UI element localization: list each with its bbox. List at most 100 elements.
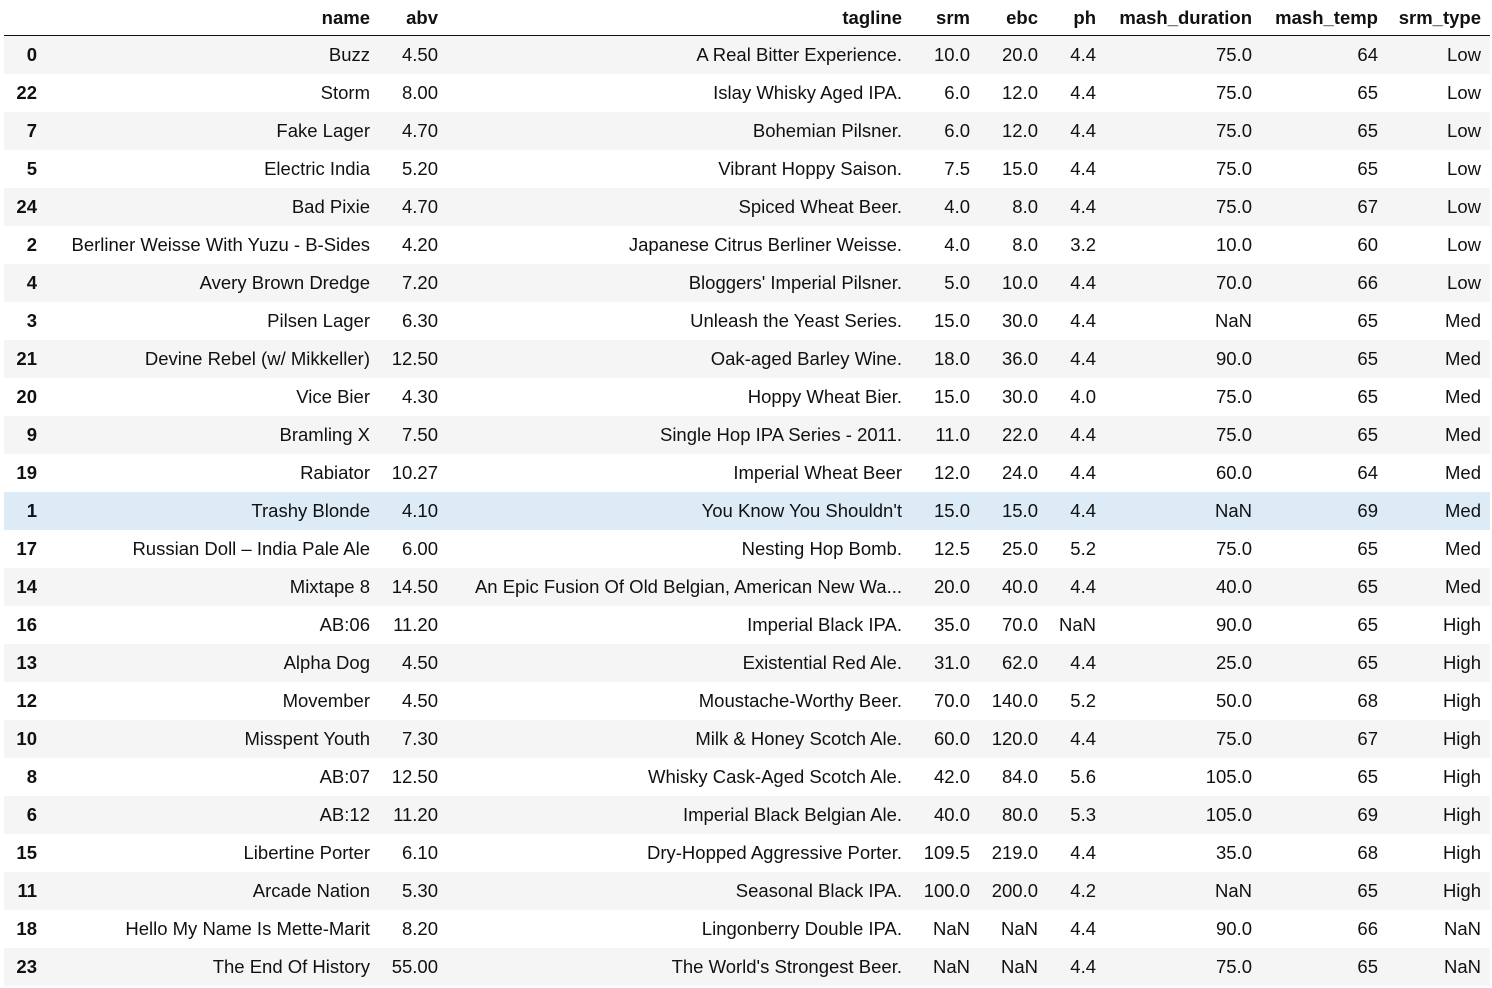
table-row[interactable]: 4 Avery Brown Dredge 7.20 Bloggers' Imperia… — [4, 264, 1490, 302]
cell-mash-duration: 40.0 — [1215, 576, 1252, 597]
cell-tagline: Seasonal Black IPA. — [735, 880, 902, 901]
cell-abv: 5.20 — [401, 158, 438, 179]
cell-mash-temp: 68 — [1357, 690, 1378, 711]
table-row[interactable]: 19 Rabiator 10.27 Imperial Wheat Beer 12.0 24… — [4, 454, 1490, 492]
cell-ebc: 22.0 — [1001, 424, 1038, 445]
table-row[interactable]: 14 Mixtape 8 14.50 An Epic Fusion Of Old Be… — [4, 568, 1490, 606]
cell-srm-type: High — [1442, 690, 1481, 711]
cell-srm-type: NaN — [1443, 918, 1481, 939]
cell-tagline: Unleash the Yeast Series. — [690, 310, 902, 331]
cell-ph: NaN — [1058, 614, 1096, 635]
row-index: 3 — [26, 310, 37, 331]
cell-ebc: NaN — [1000, 956, 1038, 977]
cell-tagline: Whisky Cask-Aged Scotch Ale. — [648, 766, 902, 787]
cell-ph: 4.4 — [1070, 462, 1096, 483]
row-index: 17 — [16, 538, 37, 559]
cell-mash-duration: 75.0 — [1215, 120, 1252, 141]
row-index: 2 — [26, 234, 37, 255]
cell-srm: 4.0 — [944, 196, 970, 217]
cell-name: Bramling X — [279, 424, 370, 445]
cell-name: Devine Rebel (w/ Mikkeller) — [144, 348, 370, 369]
cell-abv: 7.50 — [401, 424, 438, 445]
column-header-ph: ph — [1047, 0, 1105, 36]
cell-abv: 10.27 — [391, 462, 438, 483]
table-row[interactable]: 11 Arcade Nation 5.30 Seasonal Black IPA. 10… — [4, 872, 1490, 910]
cell-ebc: 40.0 — [1001, 576, 1038, 597]
table-row[interactable]: 3 Pilsen Lager 6.30 Unleash the Yeast Serie… — [4, 302, 1490, 340]
table-row[interactable]: 23 The End Of History 55.00 The World's Str… — [4, 948, 1490, 986]
table-row[interactable]: 16 AB:06 11.20 Imperial Black IPA. 35.0 70.0 N… — [4, 606, 1490, 644]
table-row[interactable]: 24 Bad Pixie 4.70 Spiced Wheat Beer. 4.0 8.0 4… — [4, 188, 1490, 226]
cell-mash-duration: 25.0 — [1215, 652, 1252, 673]
table-row[interactable]: 6 AB:12 11.20 Imperial Black Belgian Ale. 40… — [4, 796, 1490, 834]
cell-mash-temp: 69 — [1357, 804, 1378, 825]
cell-mash-duration: 75.0 — [1215, 956, 1252, 977]
cell-mash-duration: 60.0 — [1215, 462, 1252, 483]
cell-mash-temp: 65 — [1357, 652, 1378, 673]
cell-srm-type: High — [1442, 842, 1481, 863]
cell-srm-type: Low — [1447, 196, 1481, 217]
table-row[interactable]: 10 Misspent Youth 7.30 Milk & Honey Scotch … — [4, 720, 1490, 758]
row-index: 22 — [16, 82, 37, 103]
cell-mash-duration: 75.0 — [1215, 424, 1252, 445]
index-header — [4, 0, 46, 36]
cell-mash-temp: 65 — [1357, 538, 1378, 559]
cell-abv: 6.30 — [401, 310, 438, 331]
cell-ebc: 12.0 — [1001, 82, 1038, 103]
cell-mash-duration: NaN — [1214, 500, 1252, 521]
cell-ebc: 36.0 — [1001, 348, 1038, 369]
table-row[interactable]: 2 Berliner Weisse With Yuzu - B-Sides 4.20… — [4, 226, 1490, 264]
cell-mash-temp: 65 — [1357, 386, 1378, 407]
cell-mash-temp: 67 — [1357, 196, 1378, 217]
table-row[interactable]: 20 Vice Bier 4.30 Hoppy Wheat Bier. 15.0 30.0… — [4, 378, 1490, 416]
cell-srm-type: Med — [1445, 576, 1481, 597]
table-row[interactable]: 22 Storm 8.00 Islay Whisky Aged IPA. 6.0 12.0… — [4, 74, 1490, 112]
table-row[interactable]: 0 Buzz 4.50 A Real Bitter Experience. 10.0 20… — [4, 35, 1490, 74]
cell-mash-duration: NaN — [1214, 310, 1252, 331]
column-header-mash-duration: mash_duration — [1105, 0, 1261, 36]
cell-srm: 7.5 — [944, 158, 970, 179]
cell-mash-duration: 10.0 — [1215, 234, 1252, 255]
cell-name: Misspent Youth — [244, 728, 370, 749]
cell-ebc: 20.0 — [1001, 44, 1038, 65]
table-row[interactable]: 21 Devine Rebel (w/ Mikkeller) 12.50 Oak-ag… — [4, 340, 1490, 378]
cell-ph: 4.4 — [1070, 120, 1096, 141]
cell-mash-duration: 75.0 — [1215, 82, 1252, 103]
cell-srm: 5.0 — [944, 272, 970, 293]
table-row[interactable]: 7 Fake Lager 4.70 Bohemian Pilsner. 6.0 12.0 4… — [4, 112, 1490, 150]
cell-mash-temp: 60 — [1357, 234, 1378, 255]
cell-abv: 12.50 — [391, 766, 438, 787]
table-row[interactable]: 9 Bramling X 7.50 Single Hop IPA Series - 2… — [4, 416, 1490, 454]
cell-srm: 35.0 — [933, 614, 970, 635]
cell-srm-type: Med — [1445, 462, 1481, 483]
cell-ph: 4.4 — [1070, 82, 1096, 103]
table-row[interactable]: 18 Hello My Name Is Mette-Marit 8.20 Lingon… — [4, 910, 1490, 948]
cell-name: Russian Doll – India Pale Ale — [132, 538, 370, 559]
table-row[interactable]: 12 Movember 4.50 Moustache-Worthy Beer. 70.0… — [4, 682, 1490, 720]
cell-name: AB:12 — [319, 804, 370, 825]
cell-ph: 4.4 — [1070, 44, 1096, 65]
table-row[interactable]: 13 Alpha Dog 4.50 Existential Red Ale. 31.0 6… — [4, 644, 1490, 682]
cell-name: Buzz — [328, 44, 370, 65]
row-index: 19 — [16, 462, 37, 483]
cell-tagline: Oak-aged Barley Wine. — [710, 348, 902, 369]
cell-mash-duration: 50.0 — [1215, 690, 1252, 711]
table-row[interactable]: 1 Trashy Blonde 4.10 You Know You Shouldn't… — [4, 492, 1490, 530]
row-index: 14 — [16, 576, 37, 597]
cell-mash-temp: 68 — [1357, 842, 1378, 863]
cell-srm: 11.0 — [935, 424, 970, 445]
cell-abv: 11.20 — [393, 804, 438, 825]
cell-srm: 4.0 — [944, 234, 970, 255]
cell-tagline: Lingonberry Double IPA. — [701, 918, 902, 939]
cell-ebc: 80.0 — [1001, 804, 1038, 825]
table-row[interactable]: 15 Libertine Porter 6.10 Dry-Hopped Aggress… — [4, 834, 1490, 872]
table-row[interactable]: 8 AB:07 12.50 Whisky Cask-Aged Scotch Ale. 4… — [4, 758, 1490, 796]
cell-name: Vice Bier — [296, 386, 370, 407]
cell-ebc: 15.0 — [1001, 158, 1038, 179]
cell-ebc: 8.0 — [1012, 196, 1038, 217]
cell-mash-duration: 75.0 — [1215, 44, 1252, 65]
table-row[interactable]: 5 Electric India 5.20 Vibrant Hoppy Saison.… — [4, 150, 1490, 188]
cell-mash-duration: 75.0 — [1215, 196, 1252, 217]
cell-name: Electric India — [264, 158, 370, 179]
table-row[interactable]: 17 Russian Doll – India Pale Ale 6.00 Nesti… — [4, 530, 1490, 568]
